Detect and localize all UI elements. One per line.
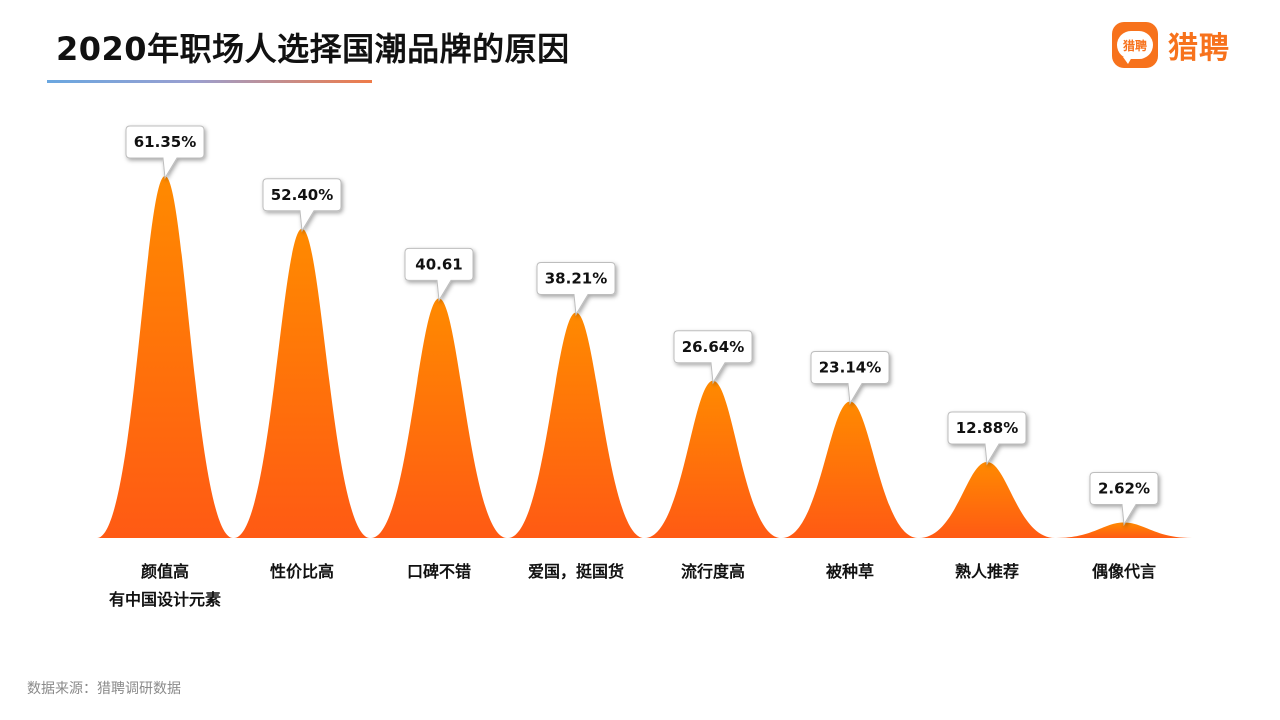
brand-logo: 猎聘 猎聘 — [1112, 22, 1230, 68]
peak-7 — [1056, 522, 1192, 538]
category-label-6: 熟人推荐 — [907, 558, 1067, 586]
peak-3 — [508, 312, 644, 538]
data-label-4: 26.64% — [673, 330, 753, 385]
peak-6 — [919, 462, 1055, 538]
data-label-box-5 — [810, 350, 890, 406]
data-label-6: 12.88% — [947, 411, 1027, 466]
data-label-3: 38.21% — [536, 262, 616, 317]
page-title: 2020年职场人选择国潮品牌的原因 — [56, 30, 570, 68]
data-label-text-1: 52.40% — [271, 186, 333, 204]
data-label-text-3: 38.21% — [545, 270, 607, 288]
category-label-line: 性价比高 — [269, 562, 334, 581]
data-label-5: 23.14% — [810, 350, 890, 406]
category-label-line: 颜值高 — [140, 562, 189, 581]
data-label-box-4 — [673, 330, 753, 385]
peaks-group — [97, 176, 1192, 538]
category-label-7: 偶像代言 — [1044, 558, 1204, 586]
category-label-5: 被种草 — [770, 558, 930, 586]
logo-bubble: 猎聘 — [1117, 31, 1153, 64]
category-label-line: 熟人推荐 — [954, 562, 1019, 581]
data-label-box-6 — [947, 411, 1027, 466]
peak-4 — [645, 380, 781, 538]
data-label-box-2 — [404, 247, 474, 302]
category-label-line: 口碑不错 — [406, 562, 471, 581]
data-label-2: 40.61 — [404, 247, 474, 302]
data-label-text-6: 12.88% — [956, 419, 1018, 437]
category-label-4: 流行度高 — [633, 558, 793, 586]
category-label-line: 被种草 — [825, 562, 874, 581]
data-label-1: 52.40% — [262, 178, 342, 233]
title-underline — [47, 80, 372, 83]
data-label-0: 61.35% — [125, 125, 205, 180]
data-label-text-7: 2.62% — [1098, 480, 1150, 498]
data-label-7: 2.62% — [1089, 472, 1159, 527]
category-label-1: 性价比高 — [222, 558, 382, 586]
data-label-text-5: 23.14% — [819, 358, 881, 376]
category-label-line: 偶像代言 — [1091, 562, 1156, 581]
callouts-group: 61.35% 52.40% 40.61 38.21% 26.64% 23.14% 12.88… — [125, 125, 1159, 527]
data-label-text-2: 40.61 — [415, 255, 462, 273]
peak-5 — [782, 401, 918, 538]
logo-text: 猎聘 — [1168, 31, 1230, 66]
peak-1 — [234, 228, 370, 538]
category-label-line: 有中国设计元素 — [108, 590, 221, 609]
category-label-2: 口碑不错 — [359, 558, 519, 586]
peak-0 — [97, 176, 233, 538]
data-source: 数据来源：猎聘调研数据 — [27, 681, 181, 697]
data-label-box-7 — [1089, 472, 1159, 527]
peak-2 — [371, 298, 507, 538]
category-label-line: 流行度高 — [680, 562, 745, 581]
logo-badge-icon: 猎聘 — [1112, 22, 1158, 68]
data-label-text-0: 61.35% — [134, 133, 196, 151]
category-label-0: 颜值高有中国设计元素 — [85, 558, 245, 614]
data-label-text-4: 26.64% — [682, 338, 744, 356]
category-label-3: 爱国，挺国货 — [496, 558, 656, 586]
category-label-line: 爱国，挺国货 — [527, 562, 624, 581]
data-label-box-3 — [536, 262, 616, 317]
data-label-box-0 — [125, 125, 205, 180]
data-label-box-1 — [262, 178, 342, 233]
